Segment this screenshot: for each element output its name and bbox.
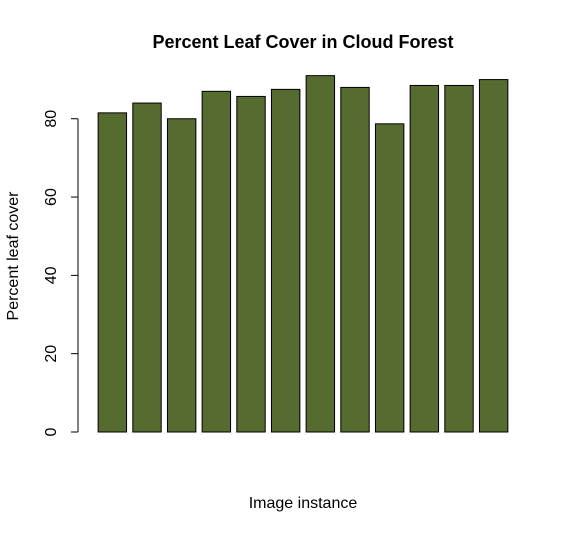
bar-3 [166, 118, 197, 433]
bar-8 [340, 86, 370, 433]
bar-11 [444, 84, 474, 433]
y-axis: 0 20 40 60 80 [43, 110, 79, 436]
bar-10 [409, 84, 440, 433]
bars [97, 75, 509, 433]
bar-9 [374, 123, 405, 433]
y-tick-label-60: 60 [43, 188, 60, 206]
bar-2 [132, 102, 162, 433]
bar-12 [478, 79, 509, 433]
bar-1 [97, 112, 128, 433]
chart-title: Percent Leaf Cover in Cloud Forest [152, 32, 453, 52]
y-tick-label-80: 80 [43, 110, 60, 128]
bar-4 [201, 90, 232, 433]
y-ticks: 0 20 40 60 80 [43, 110, 78, 436]
bar-6 [270, 88, 301, 433]
y-axis-label: Percent leaf cover [5, 191, 22, 321]
bar-5 [236, 95, 266, 433]
y-tick-label-20: 20 [43, 345, 60, 363]
x-axis-label: Image instance [249, 495, 358, 512]
y-tick-label-40: 40 [43, 266, 60, 284]
y-tick-label-0: 0 [43, 427, 60, 436]
bar-7 [305, 75, 336, 433]
